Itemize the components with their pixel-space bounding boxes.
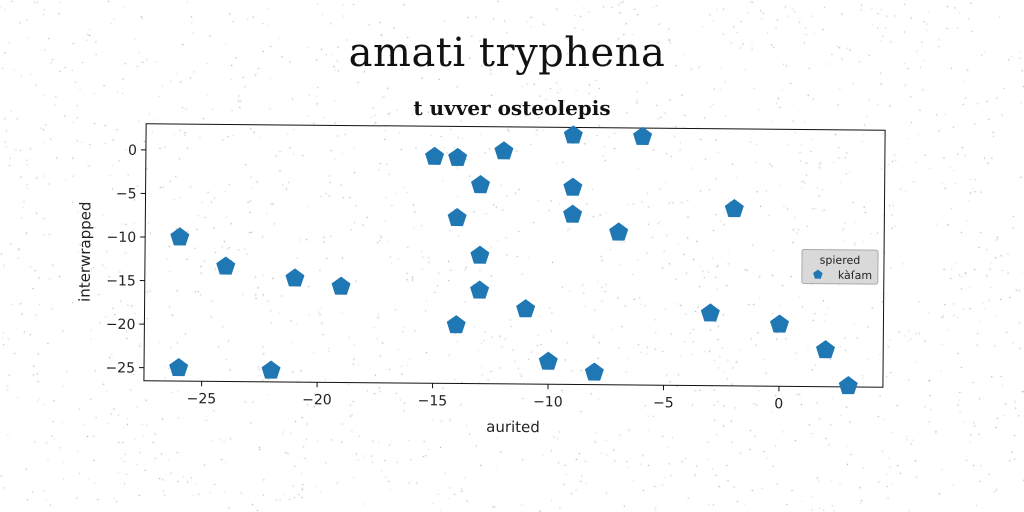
data-point bbox=[446, 315, 466, 334]
data-point bbox=[169, 357, 189, 377]
data-point bbox=[563, 204, 583, 223]
data-point bbox=[170, 227, 190, 246]
y-tick-label: −10 bbox=[107, 230, 137, 246]
data-point bbox=[216, 256, 236, 275]
x-tick-label: −15 bbox=[418, 393, 448, 409]
y-tick-label: −15 bbox=[106, 273, 136, 289]
x-tick-label: −25 bbox=[187, 391, 217, 407]
data-point bbox=[494, 141, 514, 160]
data-point bbox=[425, 146, 445, 165]
data-point bbox=[609, 222, 629, 241]
data-point bbox=[770, 314, 790, 333]
x-tick-label: −5 bbox=[653, 395, 674, 411]
data-point bbox=[584, 362, 604, 381]
plot-area bbox=[143, 123, 886, 388]
data-point bbox=[447, 207, 467, 227]
data-point bbox=[538, 351, 558, 370]
data-point bbox=[838, 376, 858, 395]
y-tick-label: 0 bbox=[128, 143, 137, 159]
chart-title: amati tryphena bbox=[348, 30, 666, 76]
chart-subtitle: t uvver osteolepis bbox=[413, 96, 611, 120]
legend-marker bbox=[813, 269, 823, 279]
data-point bbox=[563, 125, 583, 144]
data-point bbox=[331, 276, 351, 295]
data-point bbox=[470, 245, 490, 264]
x-axis-label: aurited bbox=[486, 418, 540, 436]
y-axis-label: interwrapped bbox=[76, 201, 95, 302]
x-tick-label: −20 bbox=[302, 392, 332, 408]
y-tick-label: −25 bbox=[105, 360, 135, 376]
y-tick-label: −5 bbox=[116, 186, 137, 202]
x-tick-label: −10 bbox=[533, 394, 563, 410]
axis-ticks: −25 −20 −15 −10 −5 0 0 −5 −10 −15 −20 −25 bbox=[105, 143, 783, 413]
data-point bbox=[448, 147, 468, 166]
data-point bbox=[261, 360, 281, 379]
data-point bbox=[470, 280, 490, 299]
data-point bbox=[563, 177, 583, 196]
data-point bbox=[516, 299, 536, 318]
legend-entry-label: kàſam bbox=[838, 269, 872, 282]
data-point bbox=[700, 303, 720, 322]
data-point bbox=[471, 175, 491, 194]
data-point bbox=[633, 126, 653, 145]
data-point bbox=[724, 199, 744, 218]
y-tick-label: −20 bbox=[106, 317, 136, 333]
legend-title: spiered bbox=[820, 254, 861, 267]
legend: spiered kàſam bbox=[801, 249, 879, 285]
data-points bbox=[169, 125, 858, 395]
x-tick-label: 0 bbox=[774, 396, 783, 412]
data-point bbox=[285, 268, 305, 287]
data-point bbox=[815, 340, 836, 359]
